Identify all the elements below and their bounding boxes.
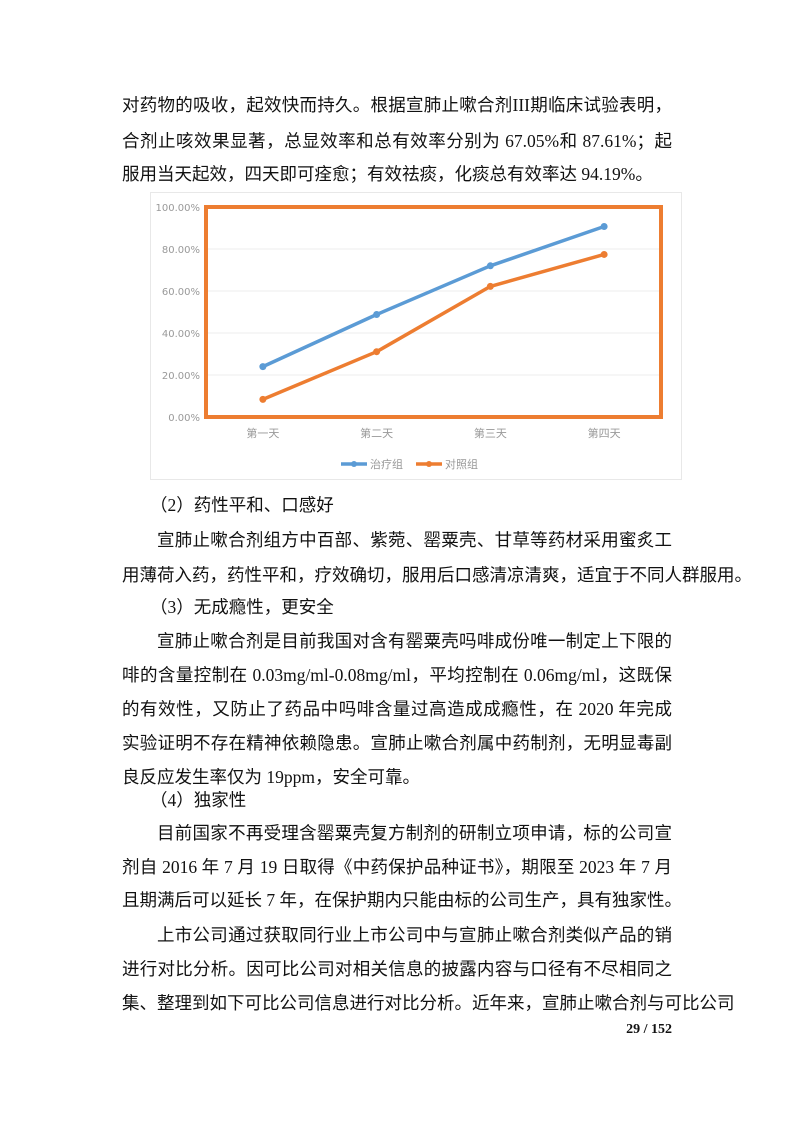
- text-line: （4）独家性: [150, 790, 247, 810]
- text-line: 对药物的吸收，起效快而持久。根据宣肺止嗽合剂III期临床试验表明，宣肺止嗽: [122, 95, 672, 115]
- legend-label: 治疗组: [370, 457, 403, 471]
- data-point: [486, 262, 494, 270]
- text-line: 良反应发生率仅为 19ppm，安全可靠。: [122, 767, 420, 787]
- legend-label: 对照组: [445, 457, 478, 471]
- legend-marker: [351, 461, 357, 467]
- text-line: 用薄荷入药，药性平和，疗效确切，服用后口感清凉清爽，适宜于不同人群服用。: [122, 565, 752, 585]
- data-point: [259, 395, 267, 403]
- text-line: 目前国家不再受理含罂粟壳复方制剂的研制立项申请，标的公司宣肺止嗽合: [157, 823, 672, 843]
- data-point: [600, 250, 608, 258]
- text-line: 服用当天起效，四天即可痊愈；有效祛痰，化痰总有效率达 94.19%。: [122, 164, 653, 184]
- plot-area-border: [204, 205, 663, 419]
- x-tick-label: 第三天: [474, 426, 507, 440]
- text-line: 剂自 2016 年 7 月 19 日取得《中药保护品种证书》，期限至 2023 …: [122, 857, 672, 877]
- y-tick-label: 60.00%: [162, 287, 200, 298]
- text-line: 进行对比分析。因可比公司对相关信息的披露内容与口径有不尽相同之处，仅收: [122, 959, 672, 979]
- text-line: 的有效性，又防止了药品中吗啡含量过高造成成瘾性，在 2020 年完成的依赖性: [122, 699, 672, 719]
- x-tick-label: 第四天: [588, 426, 621, 440]
- data-point: [486, 282, 494, 290]
- text-line: 啡的含量控制在 0.03mg/ml-0.08mg/ml，平均控制在 0.06mg…: [122, 665, 672, 685]
- data-point: [373, 311, 381, 319]
- y-tick-label: 80.00%: [162, 245, 200, 256]
- y-tick-label: 20.00%: [162, 371, 200, 382]
- y-tick-label: 0.00%: [168, 413, 200, 424]
- page-number: 29 / 152: [626, 1022, 672, 1037]
- text-line: 宣肺止嗽合剂组方中百部、紫菀、罂粟壳、甘草等药材采用蜜炙工艺，且采: [157, 530, 672, 550]
- data-point: [259, 363, 267, 371]
- line-chart: 0.00% 20.00% 40.00% 60.00% 80.00% 100.00% 第一天 第…: [150, 192, 682, 480]
- x-tick-label: 第二天: [360, 426, 393, 440]
- y-tick-label: 100.00%: [156, 203, 201, 214]
- text-line: 且期满后可以延长 7 年，在保护期内只能由标的公司生产，具有独家性。: [122, 890, 682, 910]
- text-line: 集、整理到如下可比公司信息进行对比分析。近年来，宣肺止嗽合剂与可比公司: [122, 993, 735, 1013]
- text-line: 实验证明不存在精神依赖隐患。宣肺止嗽合剂属中药制剂，无明显毒副作用，不: [122, 733, 672, 753]
- x-tick-label: 第一天: [246, 426, 279, 440]
- data-point: [600, 223, 608, 231]
- series-line: [262, 252, 605, 401]
- series-line: [262, 224, 605, 369]
- text-line: （3）无成瘾性，更安全: [150, 597, 334, 617]
- text-line: 宣肺止嗽合剂是目前我国对含有罂粟壳吗啡成份唯一制定上下限的产品，吗: [157, 631, 672, 651]
- legend-marker: [426, 461, 432, 467]
- text-line: 合剂止咳效果显著，总显效率和总有效率分别为 67.05%和 87.61%；起效迅…: [122, 131, 672, 151]
- data-point: [373, 348, 381, 356]
- text-line: 上市公司通过获取同行业上市公司中与宣肺止嗽合剂类似产品的销售情况: [157, 925, 672, 945]
- y-tick-label: 40.00%: [162, 329, 200, 340]
- text-line: （2）药性平和、口感好: [150, 495, 334, 515]
